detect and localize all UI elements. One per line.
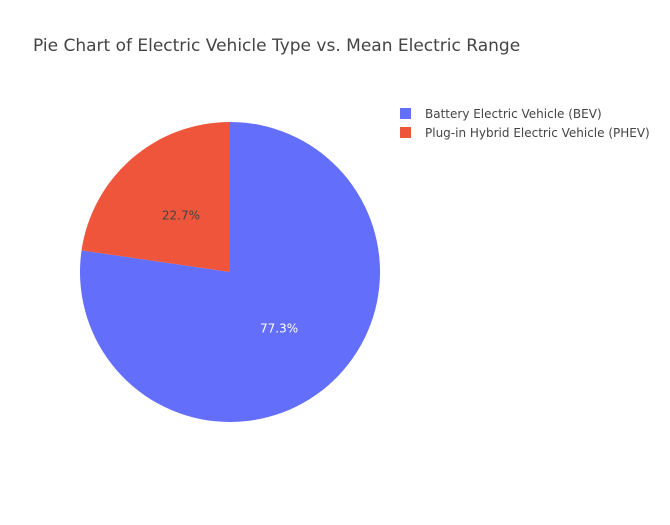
pie-slices-group: 77.3% 22.7% xyxy=(79,121,380,422)
legend-label: Battery Electric Vehicle (BEV) xyxy=(425,107,602,121)
legend-item-bev[interactable]: Battery Electric Vehicle (BEV) xyxy=(400,107,602,121)
legend-item-phev[interactable]: Plug-in Hybrid Electric Vehicle (PHEV) xyxy=(400,126,650,140)
chart-title: Pie Chart of Electric Vehicle Type vs. M… xyxy=(33,36,520,56)
slice-percent-label-bev: 77.3% xyxy=(260,322,298,336)
pie-slice-phev[interactable] xyxy=(81,121,230,272)
pie-slice-bev[interactable] xyxy=(79,122,380,422)
legend-label: Plug-in Hybrid Electric Vehicle (PHEV) xyxy=(425,126,650,140)
legend-swatch xyxy=(400,127,411,138)
legend-swatch xyxy=(400,108,411,119)
legend[interactable]: Battery Electric Vehicle (BEV) Plug-in Hy… xyxy=(400,107,650,140)
slice-percent-label-phev: 22.7% xyxy=(162,208,200,222)
